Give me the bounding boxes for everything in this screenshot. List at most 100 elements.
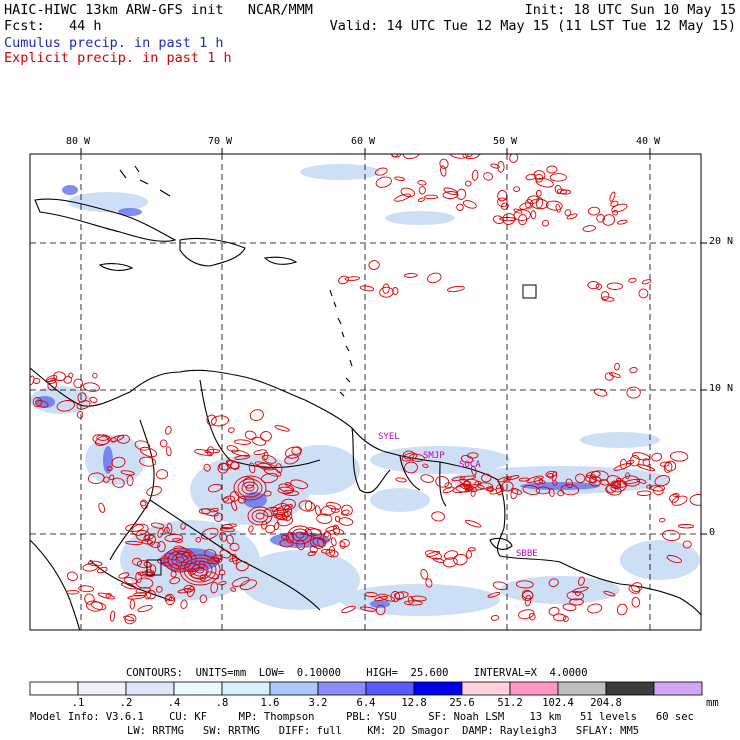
precip-contour bbox=[559, 189, 572, 195]
precip-contour bbox=[435, 475, 450, 488]
precip-contour bbox=[464, 519, 482, 528]
precip-contour bbox=[379, 286, 394, 298]
precip-contour bbox=[631, 596, 641, 608]
precip-contour-ring bbox=[287, 525, 313, 545]
precip-contour bbox=[420, 568, 429, 580]
precip-contour bbox=[304, 500, 313, 511]
precip-contour bbox=[393, 591, 409, 599]
precip-contour bbox=[641, 279, 652, 285]
color-scale-swatch bbox=[365, 681, 415, 696]
precip-contour bbox=[325, 549, 339, 558]
precip-contour bbox=[456, 203, 464, 211]
precip-contour bbox=[522, 484, 541, 496]
station-label-soca: SOCA bbox=[459, 460, 481, 470]
precip-contour bbox=[233, 439, 251, 445]
precip-contour bbox=[274, 425, 290, 432]
precip-contour bbox=[588, 475, 602, 487]
precip-contour bbox=[497, 197, 508, 207]
color-scale-swatch bbox=[173, 681, 223, 696]
precip-contour bbox=[84, 593, 95, 605]
color-scale-swatch bbox=[461, 681, 511, 696]
precip-contour bbox=[403, 273, 418, 278]
precip-contour bbox=[528, 612, 536, 621]
precip-contour bbox=[617, 219, 628, 225]
precip-contour bbox=[555, 203, 561, 213]
contours-units: UNITS=mm bbox=[195, 667, 247, 679]
precip-contour bbox=[535, 177, 554, 188]
precip-contour bbox=[490, 163, 500, 169]
precip-contour bbox=[261, 454, 277, 464]
precip-contour bbox=[237, 496, 247, 504]
lon-label-60w: 60 W bbox=[351, 136, 376, 147]
precip-contour bbox=[518, 214, 528, 226]
precip-contour bbox=[628, 277, 637, 283]
precip-contour bbox=[290, 479, 309, 489]
precip-contour bbox=[533, 170, 546, 180]
precip-contour bbox=[518, 477, 530, 482]
precip-contour bbox=[219, 527, 235, 533]
lat-label-0: 0 bbox=[709, 527, 716, 538]
precip-contour bbox=[272, 508, 289, 520]
precip-contour bbox=[76, 400, 91, 410]
precip-contour bbox=[628, 585, 641, 594]
precip-contour-ring bbox=[179, 554, 221, 586]
precip-contour bbox=[274, 521, 280, 531]
precip-contour bbox=[229, 542, 240, 551]
precip-contour bbox=[180, 522, 186, 530]
precip-contour bbox=[611, 481, 619, 488]
precip-contour-ring bbox=[237, 478, 263, 498]
precip-contour bbox=[497, 476, 512, 483]
precip-contour bbox=[535, 189, 542, 197]
precip-contour bbox=[637, 464, 655, 472]
color-scale-swatch bbox=[413, 681, 463, 696]
precip-contour bbox=[509, 154, 519, 163]
precip-contour bbox=[466, 452, 479, 459]
precip-contour bbox=[642, 458, 650, 467]
precip-contour bbox=[527, 195, 540, 205]
precip-contour bbox=[334, 515, 341, 523]
precip-contour bbox=[97, 566, 108, 574]
precip-contour bbox=[587, 206, 601, 216]
precip-contour bbox=[566, 213, 578, 220]
precip-contour bbox=[231, 500, 237, 511]
precip-contour bbox=[487, 486, 494, 492]
precip-contour bbox=[210, 581, 219, 594]
precip-contour bbox=[109, 474, 115, 481]
precip-contour bbox=[125, 523, 144, 532]
precip-contour bbox=[304, 528, 322, 537]
precip-contour bbox=[139, 446, 158, 458]
precip-contour bbox=[137, 604, 153, 613]
precip-contour bbox=[124, 613, 137, 625]
precip-contour bbox=[467, 547, 476, 552]
mp-scheme: MP: Thompson bbox=[238, 711, 315, 723]
precip-contour bbox=[549, 173, 567, 182]
precip-contour bbox=[629, 366, 638, 374]
precip-contour bbox=[395, 477, 407, 483]
precip-contour-ring bbox=[245, 484, 255, 492]
precip-contour bbox=[291, 446, 302, 455]
precip-contour bbox=[391, 154, 399, 158]
legend-cumulus: Cumulus precip. in past 1 h bbox=[4, 35, 224, 51]
precip-contour bbox=[85, 600, 103, 612]
precip-contour bbox=[218, 462, 231, 471]
precip-contour bbox=[206, 414, 217, 426]
precip-contour-ring bbox=[247, 506, 273, 526]
precip-contour bbox=[285, 446, 302, 459]
precip-contour-ring bbox=[183, 557, 217, 583]
precip-contour bbox=[425, 578, 433, 588]
precip-contour bbox=[375, 176, 392, 188]
precip-contour bbox=[610, 480, 620, 489]
precip-contour bbox=[374, 596, 388, 602]
precip-contour bbox=[513, 208, 523, 214]
sflay-option: SFLAY: MM5 bbox=[575, 725, 640, 737]
precip-contour bbox=[662, 529, 681, 542]
precip-contour bbox=[66, 571, 78, 582]
precip-contour bbox=[654, 474, 671, 487]
precip-contour bbox=[243, 477, 255, 489]
color-scale-label: 102.4 bbox=[542, 697, 574, 709]
precip-contour bbox=[157, 557, 170, 565]
precip-contour bbox=[120, 582, 137, 590]
precip-contour bbox=[194, 449, 213, 456]
precip-contour bbox=[530, 210, 537, 220]
precip-contour bbox=[548, 606, 560, 616]
